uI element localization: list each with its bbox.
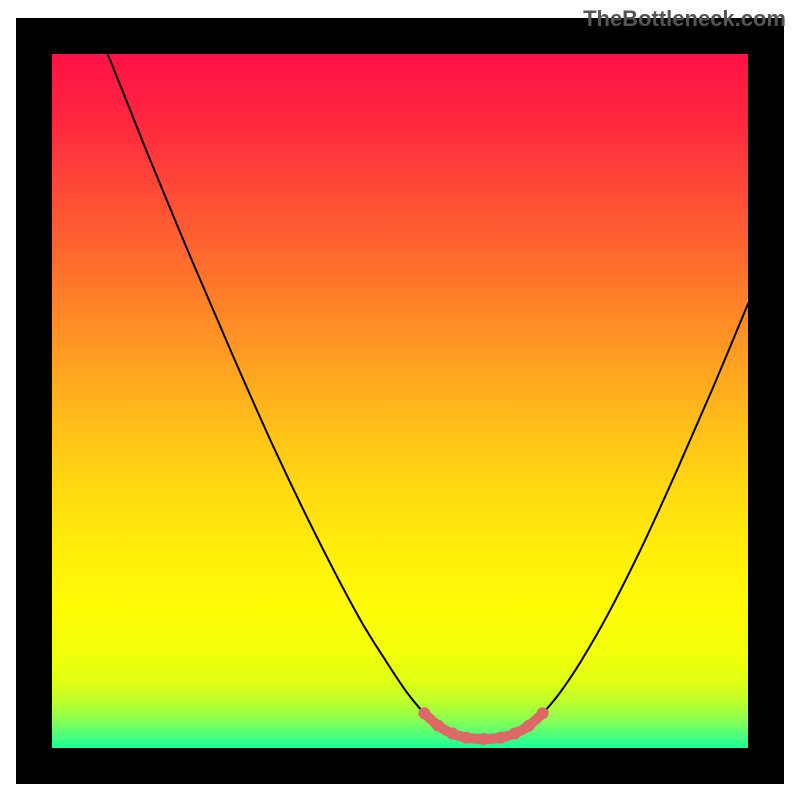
bottleneck-chart <box>0 0 800 800</box>
optimal-range-marker <box>537 707 549 719</box>
plot-background <box>52 54 748 748</box>
optimal-range-marker <box>432 720 444 732</box>
optimal-range-marker <box>523 720 535 732</box>
optimal-range-marker <box>418 707 430 719</box>
watermark-text: TheBottleneck.com <box>583 6 786 32</box>
optimal-range-marker <box>446 727 458 739</box>
optimal-range-marker <box>478 733 490 745</box>
optimal-range-marker <box>509 727 521 739</box>
optimal-range-marker <box>495 732 507 744</box>
optimal-range-marker <box>460 732 472 744</box>
